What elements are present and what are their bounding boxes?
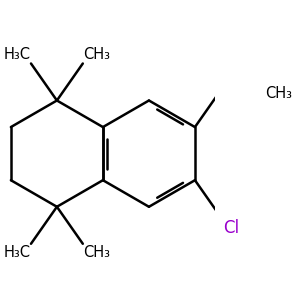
Text: CH₃: CH₃ <box>83 245 110 260</box>
Text: H₃C: H₃C <box>4 47 31 62</box>
Text: Cl: Cl <box>223 219 239 237</box>
Text: CH₃: CH₃ <box>266 86 292 101</box>
Text: H₃C: H₃C <box>4 245 31 260</box>
Text: CH₃: CH₃ <box>83 47 110 62</box>
